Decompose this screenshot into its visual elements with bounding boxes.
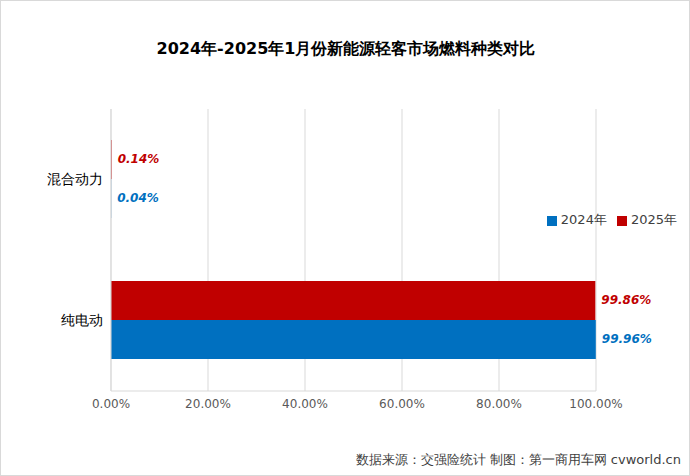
svg-text:99.96%: 99.96%: [602, 332, 652, 346]
html-text:2024年-2025年1月份新能源轻客市场燃料种类对比: 2024年-2025年1月份新能源轻客市场燃料种类对比: [156, 39, 536, 58]
svg-text:40.00%: 40.00%: [282, 397, 328, 411]
svg-text:0.14%: 0.14%: [118, 152, 160, 166]
svg-text:0.04%: 0.04%: [117, 191, 159, 205]
html-text:2024年: 2024年: [560, 212, 607, 227]
html-text:2025年: 2025年: [630, 212, 677, 227]
svg-text:60.00%: 60.00%: [379, 397, 425, 411]
svg-text:混合动力: 混合动力: [47, 171, 103, 187]
svg-text:0.00%: 0.00%: [92, 397, 130, 411]
html-text:数据来源：交强险统计 制图：第一商用车网 cvworld.c: 数据来源：交强险统计 制图：第一商用车网 cvworld.cn: [355, 452, 681, 467]
svg-text:99.86%: 99.86%: [601, 293, 651, 307]
svg-text:20.00%: 20.00%: [185, 397, 231, 411]
svg-text:纯电动: 纯电动: [61, 312, 103, 328]
svg-text:80.00%: 80.00%: [476, 397, 522, 411]
svg-text:100.00%: 100.00%: [569, 397, 622, 411]
